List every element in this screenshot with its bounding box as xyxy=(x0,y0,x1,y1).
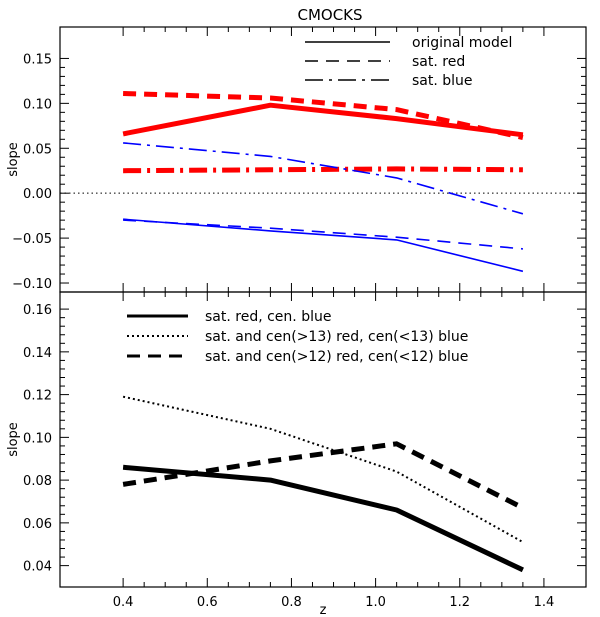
panel-1: −0.10 −0.05 0.00 0.05 0.10 0.15 slope original … xyxy=(6,26,587,293)
y-tick-label: 0.06 xyxy=(23,517,52,532)
series-line-sat-and-cen-12-red-cen-12-blue xyxy=(122,441,525,511)
legend: sat. red, cen. blue sat. and cen(>13) red… xyxy=(127,309,468,365)
y-axis-label: slope xyxy=(6,422,21,457)
legend-label: sat. and cen(>13) red, cen(<13) blue xyxy=(205,329,468,345)
x-tick-label: 0.6 xyxy=(197,595,218,610)
series-line-sat-blue-blue xyxy=(123,142,524,215)
y-tick-label: 0.15 xyxy=(23,52,52,67)
series-line-sat-red-red xyxy=(123,91,524,140)
y-tick-label: 0.08 xyxy=(23,474,52,489)
legend: original model sat. red sat. blue xyxy=(305,35,512,89)
x-axis-label: z xyxy=(320,603,327,617)
y-tick-label: 0.12 xyxy=(23,389,52,404)
y-axis-label: slope xyxy=(6,142,21,177)
figure-title: CMOCKS xyxy=(297,6,362,24)
legend-label: original model xyxy=(412,35,512,51)
legend-label: sat. and cen(>12) red, cen(<12) blue xyxy=(205,349,468,365)
series-line-sat-red-cen-blue xyxy=(122,464,524,573)
legend-label: sat. blue xyxy=(412,73,473,89)
plot-frame xyxy=(59,26,587,293)
x-tick-label: 1.4 xyxy=(534,595,555,610)
y-tick-label: 0.10 xyxy=(23,97,52,112)
y-tick-label: 0.04 xyxy=(23,560,52,575)
series-line-sat-blue-red xyxy=(123,166,523,174)
y-tick-label: 0.10 xyxy=(23,431,52,446)
plot-frame xyxy=(59,291,587,588)
panels: −0.10 −0.05 0.00 0.05 0.10 0.15 slope original … xyxy=(6,26,587,617)
series-line-original-model-blue xyxy=(123,218,524,273)
y-tick-label: −0.05 xyxy=(12,232,52,247)
series-line-original-model-red xyxy=(122,102,524,138)
series-line-sat-and-cen-13-red-cen-13-blue xyxy=(122,395,524,543)
x-tick-label: 1.2 xyxy=(449,595,470,610)
y-tick-label: −0.10 xyxy=(12,277,52,292)
y-tick-label: 0.00 xyxy=(23,187,52,202)
panel-2: 0.4 0.6 0.8 1.0 1.2 1.4 0.04 0.06 0.08 0.10 0.12 0.… xyxy=(6,291,587,617)
legend-label: sat. red, cen. blue xyxy=(205,309,331,325)
legend-label: sat. red xyxy=(412,54,465,70)
x-tick-label: 0.8 xyxy=(281,595,302,610)
series-line-sat-red-blue xyxy=(123,219,523,250)
x-tick-label: 1.0 xyxy=(365,595,386,610)
y-tick-label: 0.16 xyxy=(23,303,52,318)
y-tick-label: 0.05 xyxy=(23,142,52,157)
x-tick-label: 0.4 xyxy=(113,595,134,610)
y-tick-label: 0.14 xyxy=(23,346,52,361)
